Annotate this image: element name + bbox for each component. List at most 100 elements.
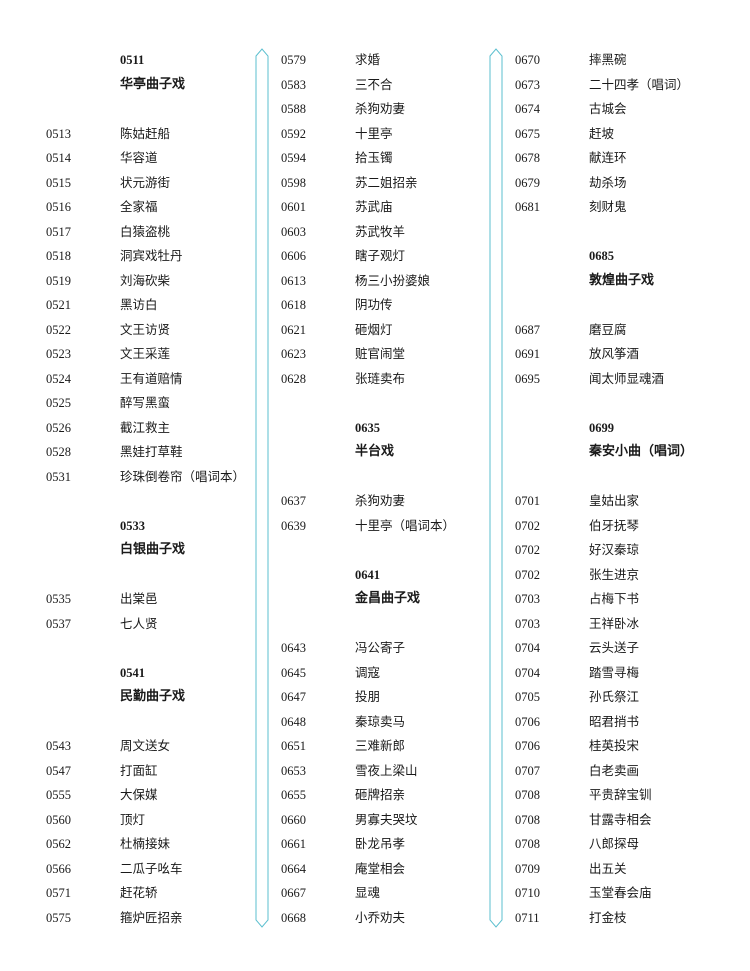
entry-number: 0664 [281, 861, 306, 876]
entry-number: 0705 [515, 690, 540, 704]
entry-title: 好汉秦琼 [589, 542, 640, 557]
section-number: 0685 [589, 249, 614, 263]
entry-title: 砸烟灯 [355, 321, 393, 337]
index-entry: 0566 二瓜子吆车 [46, 857, 246, 882]
index-entry: 0528 黑娃打草鞋 [46, 440, 246, 465]
index-entry: 0592 十里亭 [281, 122, 481, 147]
index-entry: 0678 献连环 [515, 146, 725, 171]
entry-number: 0691 [515, 347, 540, 361]
entry-number: 0603 [281, 224, 306, 239]
section-number-row: 0541 [46, 661, 246, 686]
entry-number: 0537 [46, 616, 71, 631]
index-entry: 0601 苏武庙 [281, 195, 481, 220]
entry-title: 醉写黑蛮 [120, 395, 171, 410]
entry-number: 0653 [281, 763, 306, 778]
entry-number: 0514 [46, 151, 71, 165]
entry-number: 0709 [515, 861, 540, 876]
blank-row [281, 612, 481, 637]
entry-title: 二瓜子吆车 [120, 860, 183, 876]
index-entry: 0603 苏武牧羊 [281, 220, 481, 245]
blank-row [515, 391, 725, 416]
entry-title: 云头送子 [589, 640, 640, 655]
section-number: 0511 [120, 53, 145, 67]
entry-title: 王有道赔情 [120, 370, 183, 386]
index-entry: 0521 黑访白 [46, 293, 246, 318]
index-entry: 0648 秦琼卖马 [281, 710, 481, 735]
entry-number: 0521 [46, 298, 71, 312]
entry-title: 张生进京 [589, 566, 640, 582]
index-entry: 0655 砸牌招亲 [281, 783, 481, 808]
entry-title: 劫杀场 [589, 174, 627, 190]
entry-title: 黑娃打草鞋 [120, 444, 183, 459]
index-entry: 0681 刻财鬼 [515, 195, 725, 220]
section-number-row: 0699 [515, 416, 725, 441]
entry-title: 拾玉镯 [355, 150, 393, 165]
entry-title: 出棠邑 [120, 591, 158, 606]
index-entry: 0701 皇姑出家 [515, 489, 725, 514]
entry-number: 0708 [515, 812, 540, 827]
section-number-row: 0635 [281, 416, 481, 441]
entry-number: 0531 [46, 469, 71, 484]
category-heading-row: 白银曲子戏 [46, 538, 246, 563]
entry-title: 摔黑碗 [589, 52, 627, 67]
entry-title: 庵堂相会 [355, 860, 406, 876]
entry-number: 0706 [515, 714, 540, 729]
entry-number: 0667 [281, 886, 306, 900]
category-heading-row: 民勤曲子戏 [46, 685, 246, 710]
entry-number: 0583 [281, 77, 306, 92]
entry-title: 华容道 [120, 150, 158, 165]
entry-number: 0571 [46, 886, 71, 900]
entry-title: 文王采莲 [120, 346, 171, 361]
index-entry: 0598 苏二姐招亲 [281, 171, 481, 196]
index-entry: 0621 砸烟灯 [281, 318, 481, 343]
entry-title: 全家福 [120, 199, 158, 214]
index-entry: 0613 杨三小扮婆娘 [281, 269, 481, 294]
entry-title: 杀狗劝妻 [355, 493, 406, 508]
entry-title: 放风筝酒 [589, 346, 640, 361]
section-number-row: 0641 [281, 563, 481, 588]
entry-number: 0702 [515, 543, 540, 557]
entry-number: 0592 [281, 126, 306, 141]
index-entry: 0674 古城会 [515, 97, 725, 122]
category-heading: 敦煌曲子戏 [589, 272, 655, 288]
entry-number: 0594 [281, 151, 306, 165]
blank-row [46, 563, 246, 588]
index-entry: 0583 三不合 [281, 73, 481, 98]
entry-title: 赶花轿 [120, 885, 158, 900]
index-entry: 0675 赶坡 [515, 122, 725, 147]
index-entry: 0679 劫杀场 [515, 171, 725, 196]
index-entry: 0618 阴功传 [281, 293, 481, 318]
entry-number: 0628 [281, 371, 306, 386]
entry-number: 0651 [281, 739, 306, 753]
index-entry: 0526 截江救主 [46, 416, 246, 441]
entry-number: 0523 [46, 347, 71, 361]
entry-title: 玉堂春会庙 [589, 885, 652, 900]
section-number-row: 0533 [46, 514, 246, 539]
entry-number: 0643 [281, 641, 306, 655]
entry-number: 0695 [515, 371, 540, 386]
index-entry: 0519 刘海砍柴 [46, 269, 246, 294]
index-entry: 0513 陈姑赶船 [46, 122, 246, 147]
entry-title: 雪夜上梁山 [355, 762, 418, 778]
category-heading: 华亭曲子戏 [120, 76, 186, 92]
entry-number: 0606 [281, 249, 306, 263]
entry-number: 0679 [515, 175, 540, 190]
index-entry: 0651 三难新郎 [281, 734, 481, 759]
entry-title: 打面缸 [120, 762, 158, 778]
entry-number: 0621 [281, 322, 306, 337]
entry-number: 0639 [281, 518, 306, 533]
entry-number: 0598 [281, 175, 306, 190]
entry-title: 刘海砍柴 [120, 272, 171, 288]
index-entry: 0516 全家福 [46, 195, 246, 220]
section-number-row: 0511 [46, 48, 246, 73]
category-heading: 金昌曲子戏 [355, 591, 421, 606]
index-entry: 0647 投朋 [281, 685, 481, 710]
index-entry: 0704 云头送子 [515, 636, 725, 661]
entry-title: 八郎探母 [589, 836, 640, 851]
entry-title: 箍炉匠招亲 [120, 909, 183, 925]
entry-number: 0535 [46, 592, 71, 606]
entry-number: 0623 [281, 347, 306, 361]
entry-number: 0660 [281, 812, 306, 827]
index-entry: 0687 磨豆腐 [515, 318, 725, 343]
index-entry: 0704 踏雪寻梅 [515, 661, 725, 686]
